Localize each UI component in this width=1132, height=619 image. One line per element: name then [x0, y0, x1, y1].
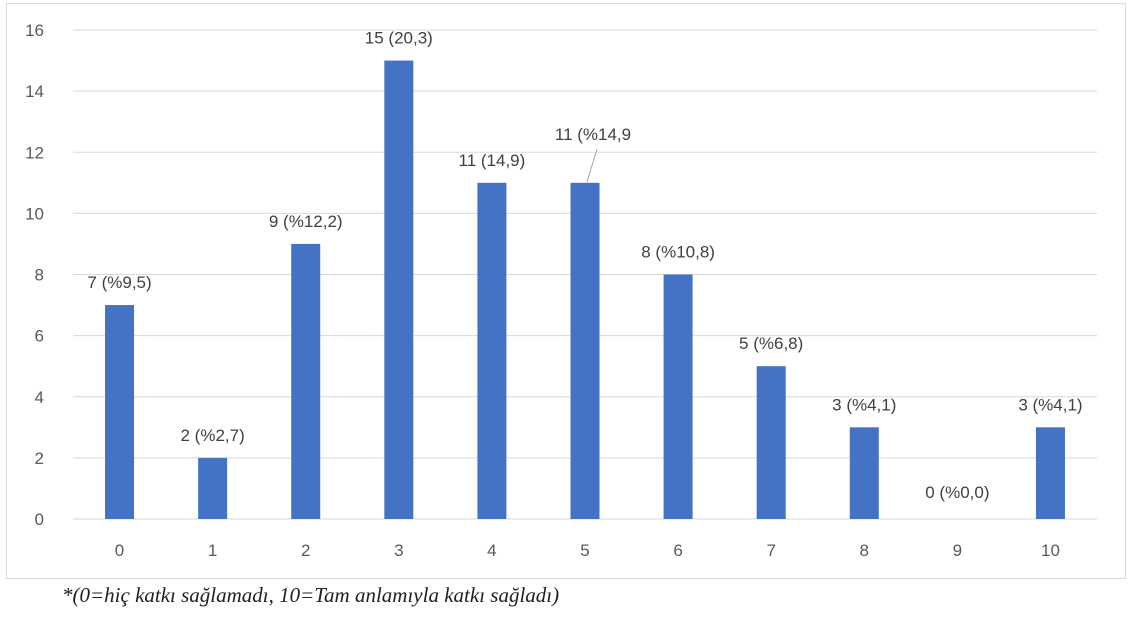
y-axis-ticks: 0 2 4 6 8 10 12 14 16	[25, 21, 44, 529]
x-tick-label: 6	[673, 541, 682, 560]
chart-frame	[6, 3, 1126, 579]
y-tick-label: 8	[35, 266, 44, 285]
bars	[105, 60, 1065, 519]
y-tick-label: 6	[35, 327, 44, 346]
x-tick-label: 1	[208, 541, 217, 560]
y-tick-label: 2	[35, 449, 44, 468]
y-tick-label: 10	[25, 204, 44, 223]
bar	[663, 274, 693, 519]
data-label: 3 (%4,1)	[832, 395, 896, 414]
x-tick-label: 3	[394, 541, 403, 560]
data-label: 7 (%9,5)	[87, 273, 151, 292]
bar	[291, 243, 321, 519]
data-label: 11 (%14,9	[555, 125, 631, 144]
bar	[756, 366, 786, 519]
x-tick-label: 9	[953, 541, 962, 560]
bar	[570, 182, 600, 519]
x-tick-label: 2	[301, 541, 310, 560]
y-tick-label: 16	[25, 21, 44, 40]
bar	[477, 182, 507, 519]
footnote: *(0=hiç katkı sağlamadı, 10=Tam anlamıyl…	[62, 583, 560, 607]
x-tick-label: 7	[766, 541, 775, 560]
bar	[849, 427, 879, 519]
data-label: 5 (%6,8)	[739, 334, 803, 353]
data-label: 11 (14,9)	[459, 151, 526, 170]
bar	[198, 457, 228, 519]
data-labels: 7 (%9,5) 2 (%2,7) 9 (%12,2) 15 (20,3) 11 (14…	[87, 29, 1082, 502]
data-label: 3 (%4,1)	[1018, 395, 1082, 414]
data-label: 8 (%10,8)	[641, 243, 715, 262]
data-label: 2 (%2,7)	[181, 426, 245, 445]
data-label: 0 (%0,0)	[925, 483, 989, 502]
y-tick-label: 12	[25, 143, 44, 162]
x-tick-label: 8	[860, 541, 869, 560]
bar	[384, 60, 414, 519]
data-label: 15 (20,3)	[365, 29, 433, 48]
bar	[105, 305, 135, 519]
data-label: 9 (%12,2)	[269, 212, 343, 231]
y-tick-label: 14	[25, 82, 44, 101]
x-tick-label: 0	[115, 541, 124, 560]
label-leader-line	[586, 148, 598, 182]
x-tick-label: 5	[580, 541, 589, 560]
x-axis-ticks: 0 1 2 3 4 5 6 7 8 9 10	[115, 541, 1060, 560]
bar	[1035, 427, 1065, 519]
x-tick-label: 4	[487, 541, 496, 560]
y-tick-label: 4	[35, 388, 44, 407]
y-tick-label: 0	[35, 510, 44, 529]
x-tick-label: 10	[1041, 541, 1060, 560]
